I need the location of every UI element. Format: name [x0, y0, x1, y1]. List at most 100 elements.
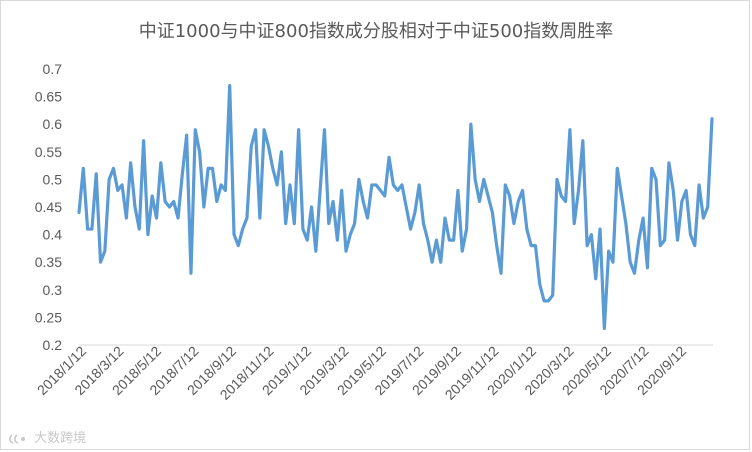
data-point — [444, 217, 447, 220]
data-point — [650, 167, 653, 170]
data-point — [319, 189, 322, 192]
data-point — [439, 261, 442, 264]
data-point — [280, 150, 283, 153]
data-point — [155, 217, 158, 220]
data-point — [435, 239, 438, 242]
data-point — [194, 128, 197, 131]
data-point — [181, 172, 184, 175]
data-point — [465, 228, 468, 231]
data-point — [241, 228, 244, 231]
data-point — [543, 299, 546, 302]
data-point — [112, 167, 115, 170]
data-point — [525, 228, 528, 231]
data-point — [340, 189, 343, 192]
data-point — [258, 217, 261, 220]
data-point — [353, 222, 356, 225]
data-point — [125, 217, 128, 220]
data-point — [478, 200, 481, 203]
data-point — [164, 200, 167, 203]
data-point — [233, 233, 236, 236]
data-point — [500, 272, 503, 275]
data-point — [159, 161, 162, 164]
data-point — [224, 189, 227, 192]
data-point — [560, 195, 563, 198]
data-point — [116, 189, 119, 192]
data-point — [534, 244, 537, 247]
data-point — [457, 189, 460, 192]
data-point — [659, 244, 662, 247]
data-point — [405, 206, 408, 209]
data-point — [172, 200, 175, 203]
data-point — [151, 195, 154, 198]
data-point — [409, 228, 412, 231]
y-axis: 0.2 0.25 0.3 0.35 0.4 0.45 0.5 0.55 0.6 0.65 0.7 — [35, 61, 62, 353]
data-point — [358, 178, 361, 181]
data-point — [711, 117, 714, 120]
data-point — [190, 272, 193, 275]
data-point — [685, 189, 688, 192]
data-point — [314, 250, 317, 253]
data-point — [392, 184, 395, 187]
data-point — [310, 206, 313, 209]
data-point — [82, 167, 85, 170]
data-point — [289, 184, 292, 187]
data-point — [474, 178, 477, 181]
data-point — [620, 195, 623, 198]
data-point — [134, 206, 137, 209]
data-point — [168, 206, 171, 209]
data-point — [426, 239, 429, 242]
y-tick-label: 0.5 — [43, 171, 63, 187]
data-point — [237, 244, 240, 247]
data-point — [129, 161, 132, 164]
data-point — [246, 217, 249, 220]
data-point — [207, 167, 210, 170]
data-point — [655, 178, 658, 181]
data-point — [461, 250, 464, 253]
plot-area — [77, 83, 714, 331]
data-point — [513, 222, 516, 225]
data-point — [198, 150, 201, 153]
data-point — [612, 261, 615, 264]
data-point — [491, 211, 494, 214]
data-point — [202, 206, 205, 209]
data-point — [599, 228, 602, 231]
data-point — [521, 189, 524, 192]
data-point — [86, 228, 89, 231]
data-point — [487, 195, 490, 198]
data-point — [228, 84, 231, 87]
data-point — [413, 211, 416, 214]
y-tick-label: 0.45 — [35, 199, 62, 215]
data-point — [624, 222, 627, 225]
data-point — [177, 217, 180, 220]
data-point — [375, 184, 378, 187]
data-point — [581, 139, 584, 142]
data-point — [185, 134, 188, 137]
data-point — [263, 128, 266, 131]
data-point — [138, 228, 141, 231]
data-point — [284, 222, 287, 225]
x-axis: 2018/1/122018/3/122018/5/122018/7/122018… — [34, 343, 713, 403]
data-point — [422, 222, 425, 225]
data-point — [332, 200, 335, 203]
brand-logo-icon — [9, 433, 25, 444]
data-point — [293, 222, 296, 225]
y-tick-label: 0.55 — [35, 144, 62, 160]
y-tick-label: 0.2 — [43, 337, 63, 353]
data-point — [698, 184, 701, 187]
data-point — [706, 206, 709, 209]
data-point — [642, 217, 645, 220]
data-point — [616, 167, 619, 170]
watermark: 大数跨境 — [8, 427, 86, 446]
data-point — [569, 128, 572, 131]
data-point — [366, 217, 369, 220]
data-point — [646, 266, 649, 269]
data-point — [336, 239, 339, 242]
data-point — [547, 299, 550, 302]
data-point — [78, 211, 81, 214]
data-point — [142, 139, 145, 142]
data-point — [530, 244, 533, 247]
data-point — [633, 272, 636, 275]
data-point — [306, 239, 309, 242]
data-point — [551, 294, 554, 297]
